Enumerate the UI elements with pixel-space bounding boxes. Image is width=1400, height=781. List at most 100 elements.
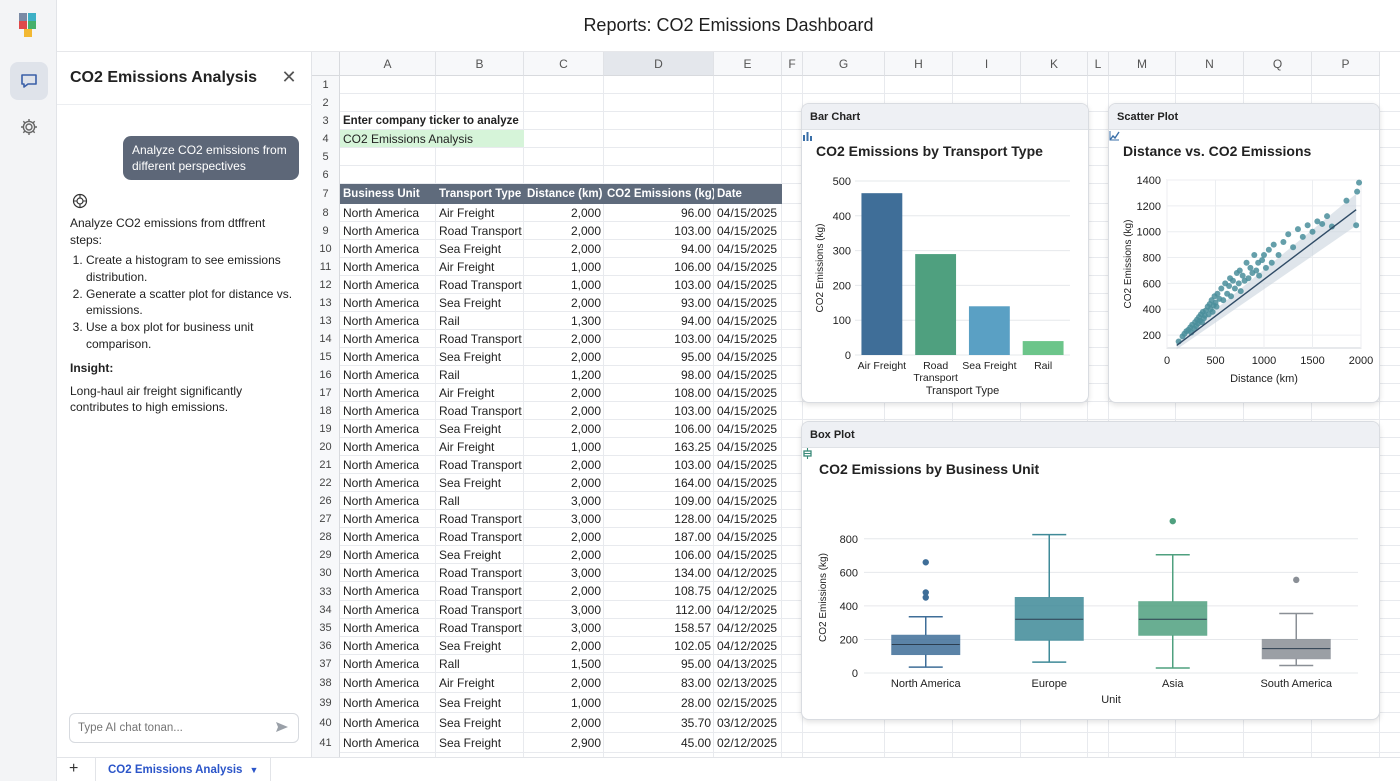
- chevron-down-icon[interactable]: ▼: [249, 765, 259, 775]
- row-number[interactable]: 36: [312, 637, 340, 655]
- table-cell[interactable]: 04/13/2025: [717, 656, 778, 671]
- table-cell[interactable]: 163.25: [674, 439, 711, 454]
- table-cell[interactable]: 04/15/2025: [717, 457, 778, 472]
- row-number[interactable]: 29: [312, 546, 340, 564]
- table-cell[interactable]: 102.05: [674, 638, 711, 653]
- table-cell[interactable]: Road Transport: [439, 223, 522, 238]
- sheet-tab-active[interactable]: CO2 Emissions Analysis ▼: [95, 758, 272, 781]
- column-header-i[interactable]: I: [953, 52, 1021, 76]
- table-cell[interactable]: Road Transport: [439, 565, 522, 580]
- table-cell[interactable]: 3,000: [570, 511, 601, 526]
- column-header-e[interactable]: E: [714, 52, 782, 76]
- table-cell[interactable]: North America: [343, 675, 420, 690]
- table-cell[interactable]: North America: [343, 331, 420, 346]
- row-number[interactable]: 30: [312, 564, 340, 582]
- column-header-f[interactable]: F: [782, 52, 803, 76]
- row-number[interactable]: 10: [312, 240, 340, 258]
- table-cell[interactable]: North America: [343, 511, 420, 526]
- table-cell[interactable]: 94.00: [680, 313, 711, 328]
- table-cell[interactable]: 1,000: [570, 259, 601, 274]
- table-cell[interactable]: 2,000: [570, 675, 601, 690]
- table-cell[interactable]: 04/12/2025: [717, 638, 778, 653]
- table-cell[interactable]: North America: [343, 385, 420, 400]
- table-cell[interactable]: North America: [343, 493, 420, 508]
- table-cell[interactable]: North America: [343, 313, 420, 328]
- row-number[interactable]: 4: [312, 130, 340, 148]
- table-cell[interactable]: 2,000: [570, 223, 601, 238]
- table-cell[interactable]: 106.00: [674, 421, 711, 436]
- row-number[interactable]: 35: [312, 619, 340, 637]
- table-cell[interactable]: Air Freight: [439, 385, 495, 400]
- table-cell[interactable]: 1,500: [570, 656, 601, 671]
- table-cell[interactable]: 103.00: [674, 331, 711, 346]
- table-cell[interactable]: 04/15/2025: [717, 331, 778, 346]
- table-cell[interactable]: North America: [343, 584, 420, 598]
- table-cell[interactable]: North America: [343, 695, 420, 710]
- column-header-c[interactable]: C: [524, 52, 604, 76]
- table-cell[interactable]: Road Transport: [439, 457, 522, 472]
- row-number[interactable]: 34: [312, 601, 340, 619]
- row-number[interactable]: 13: [312, 312, 340, 330]
- table-cell[interactable]: 04/15/2025: [717, 475, 778, 490]
- box-plot-card[interactable]: Box Plot CO2 Emissions by Business Unit 0…: [801, 421, 1380, 720]
- table-cell[interactable]: 93.00: [680, 295, 711, 310]
- row-number[interactable]: 12: [312, 276, 340, 294]
- table-cell[interactable]: Sea Freight: [439, 715, 502, 730]
- table-cell[interactable]: 04/15/2025: [717, 421, 778, 436]
- table-cell[interactable]: Rail: [439, 313, 460, 328]
- table-cell[interactable]: 95.00: [680, 656, 711, 671]
- table-cell[interactable]: North America: [343, 367, 420, 382]
- table-cell[interactable]: 02/15/2025: [717, 695, 778, 710]
- table-cell[interactable]: Road Transport: [439, 403, 522, 418]
- table-cell[interactable]: Road Transport: [439, 529, 522, 544]
- table-cell[interactable]: North America: [343, 547, 420, 562]
- table-cell[interactable]: 02/12/2025: [717, 735, 778, 750]
- table-cell[interactable]: 04/12/2025: [717, 584, 778, 598]
- table-cell[interactable]: Sea Freight: [439, 735, 502, 750]
- table-cell[interactable]: 2,000: [570, 638, 601, 653]
- table-cell[interactable]: Road Transport: [439, 331, 522, 346]
- table-cell[interactable]: 106.00: [674, 259, 711, 274]
- table-cell[interactable]: 03/12/2025: [717, 715, 778, 730]
- table-cell[interactable]: 164.00: [674, 475, 711, 490]
- table-cell[interactable]: 108.00: [674, 385, 711, 400]
- table-cell[interactable]: 2,000: [570, 584, 601, 598]
- row-number[interactable]: 41: [312, 733, 340, 753]
- row-number[interactable]: 8: [312, 204, 340, 222]
- table-cell[interactable]: 2,000: [570, 403, 601, 418]
- table-cell[interactable]: 04/12/2025: [717, 565, 778, 580]
- table-cell[interactable]: Sea Freight: [439, 547, 502, 562]
- table-cell[interactable]: Sea Freight: [439, 349, 502, 364]
- column-header-d[interactable]: D: [604, 52, 714, 76]
- table-cell[interactable]: 04/15/2025: [717, 259, 778, 274]
- table-cell[interactable]: North America: [343, 421, 420, 436]
- row-number[interactable]: 27: [312, 510, 340, 528]
- table-cell[interactable]: Road Transport: [439, 277, 522, 292]
- table-cell[interactable]: 2,000: [570, 421, 601, 436]
- column-header-l[interactable]: L: [1088, 52, 1109, 76]
- table-cell[interactable]: 2,900: [570, 735, 601, 750]
- column-header-k[interactable]: K: [1021, 52, 1088, 76]
- table-cell[interactable]: 3,000: [570, 602, 601, 617]
- table-cell[interactable]: 3,000: [570, 565, 601, 580]
- row-number[interactable]: 28: [312, 528, 340, 546]
- column-header-g[interactable]: G: [803, 52, 885, 76]
- table-cell[interactable]: 04/12/2025: [717, 602, 778, 617]
- table-cell[interactable]: 106.00: [674, 547, 711, 562]
- row-number[interactable]: 22: [312, 474, 340, 492]
- table-cell[interactable]: 1,000: [570, 439, 601, 454]
- table-cell[interactable]: 103.00: [674, 223, 711, 238]
- table-cell[interactable]: 2,000: [570, 349, 601, 364]
- table-cell[interactable]: North America: [343, 475, 420, 490]
- chat-rail-button[interactable]: [10, 62, 48, 100]
- row-number[interactable]: 16: [312, 366, 340, 384]
- table-cell[interactable]: Air Freight: [439, 259, 495, 274]
- table-cell[interactable]: 04/15/2025: [717, 295, 778, 310]
- table-cell[interactable]: 94.00: [680, 241, 711, 256]
- row-number[interactable]: 40: [312, 713, 340, 733]
- row-number[interactable]: 15: [312, 348, 340, 366]
- table-cell[interactable]: 3,000: [570, 493, 601, 508]
- table-cell[interactable]: 04/15/2025: [717, 349, 778, 364]
- table-cell[interactable]: 83.00: [680, 675, 711, 690]
- table-cell[interactable]: 112.00: [675, 602, 711, 617]
